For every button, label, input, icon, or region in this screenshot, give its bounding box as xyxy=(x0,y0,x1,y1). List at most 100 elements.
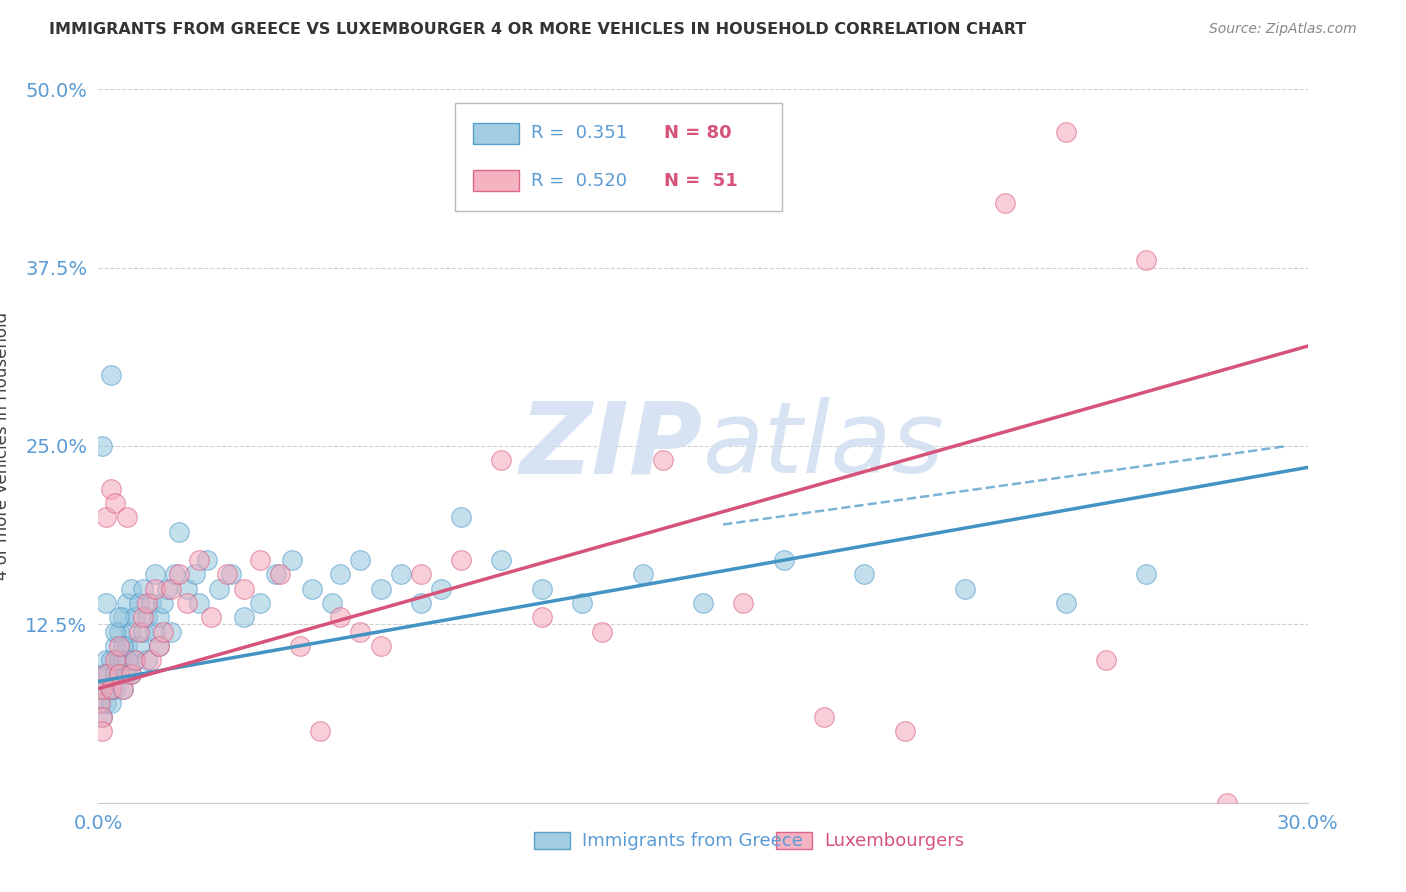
Point xyxy=(89,696,111,710)
Point xyxy=(107,639,129,653)
Point xyxy=(288,639,311,653)
Point xyxy=(994,196,1017,211)
Text: ZIP: ZIP xyxy=(520,398,703,494)
Point xyxy=(208,582,231,596)
Point xyxy=(103,681,125,696)
FancyBboxPatch shape xyxy=(776,832,811,849)
Text: N =  51: N = 51 xyxy=(664,171,738,189)
Point xyxy=(491,453,513,467)
Text: Source: ZipAtlas.com: Source: ZipAtlas.com xyxy=(1209,22,1357,37)
Point xyxy=(132,624,155,639)
Point xyxy=(249,596,271,610)
FancyBboxPatch shape xyxy=(474,123,519,145)
Point xyxy=(167,567,190,582)
Point xyxy=(853,567,876,582)
Point xyxy=(132,610,155,624)
Point xyxy=(321,596,343,610)
Point xyxy=(148,610,170,624)
Y-axis label: 4 or more Vehicles in Household: 4 or more Vehicles in Household xyxy=(0,312,11,580)
Point xyxy=(176,582,198,596)
Point xyxy=(156,582,179,596)
Point xyxy=(184,567,207,582)
FancyBboxPatch shape xyxy=(456,103,782,211)
Point xyxy=(188,596,211,610)
Point xyxy=(135,653,157,667)
Point xyxy=(167,524,190,539)
Point xyxy=(100,653,122,667)
Point xyxy=(128,596,150,610)
Point xyxy=(135,596,157,610)
Point xyxy=(893,724,915,739)
Point xyxy=(389,567,412,582)
Point xyxy=(97,667,120,681)
Point xyxy=(103,653,125,667)
Point xyxy=(631,567,654,582)
Point xyxy=(309,724,332,739)
Point xyxy=(111,639,134,653)
Point xyxy=(143,624,166,639)
Point xyxy=(148,639,170,653)
Point xyxy=(571,596,593,610)
Point xyxy=(100,681,122,696)
FancyBboxPatch shape xyxy=(534,832,569,849)
Point xyxy=(269,567,291,582)
Point xyxy=(221,567,243,582)
Point xyxy=(148,639,170,653)
Point xyxy=(953,582,976,596)
Point xyxy=(111,681,134,696)
Point xyxy=(232,610,254,624)
Point xyxy=(163,567,186,582)
Point xyxy=(409,567,432,582)
Point xyxy=(139,596,162,610)
Point xyxy=(450,510,472,524)
Point xyxy=(160,582,183,596)
Text: N = 80: N = 80 xyxy=(664,125,733,143)
Point xyxy=(111,610,134,624)
Point xyxy=(111,653,134,667)
Text: atlas: atlas xyxy=(703,398,945,494)
Point xyxy=(232,582,254,596)
Point xyxy=(249,553,271,567)
Point xyxy=(96,681,118,696)
Point xyxy=(1054,125,1077,139)
Point xyxy=(120,667,142,681)
Point xyxy=(120,667,142,681)
Text: Immigrants from Greece: Immigrants from Greece xyxy=(582,831,803,849)
Point xyxy=(107,667,129,681)
Point xyxy=(91,710,114,724)
Point xyxy=(107,653,129,667)
Point xyxy=(152,596,174,610)
Point xyxy=(591,624,613,639)
Point xyxy=(100,368,122,382)
Point xyxy=(176,596,198,610)
Point xyxy=(813,710,835,724)
Point xyxy=(1095,653,1118,667)
Point xyxy=(128,639,150,653)
Point xyxy=(152,624,174,639)
Point xyxy=(132,582,155,596)
Point xyxy=(100,696,122,710)
Point xyxy=(96,696,118,710)
Point xyxy=(107,610,129,624)
Point xyxy=(1135,253,1157,268)
Point xyxy=(107,667,129,681)
Point xyxy=(103,624,125,639)
Point xyxy=(124,653,146,667)
Point xyxy=(96,596,118,610)
Point xyxy=(200,610,222,624)
Point xyxy=(111,681,134,696)
Point xyxy=(1135,567,1157,582)
Point xyxy=(409,596,432,610)
Point xyxy=(96,653,118,667)
Point xyxy=(91,724,114,739)
Point xyxy=(100,482,122,496)
Point xyxy=(124,610,146,624)
Point xyxy=(195,553,218,567)
Point xyxy=(530,610,553,624)
Point xyxy=(450,553,472,567)
Point xyxy=(96,510,118,524)
Point xyxy=(93,667,115,681)
Point xyxy=(91,681,114,696)
Point xyxy=(143,567,166,582)
Point xyxy=(301,582,323,596)
